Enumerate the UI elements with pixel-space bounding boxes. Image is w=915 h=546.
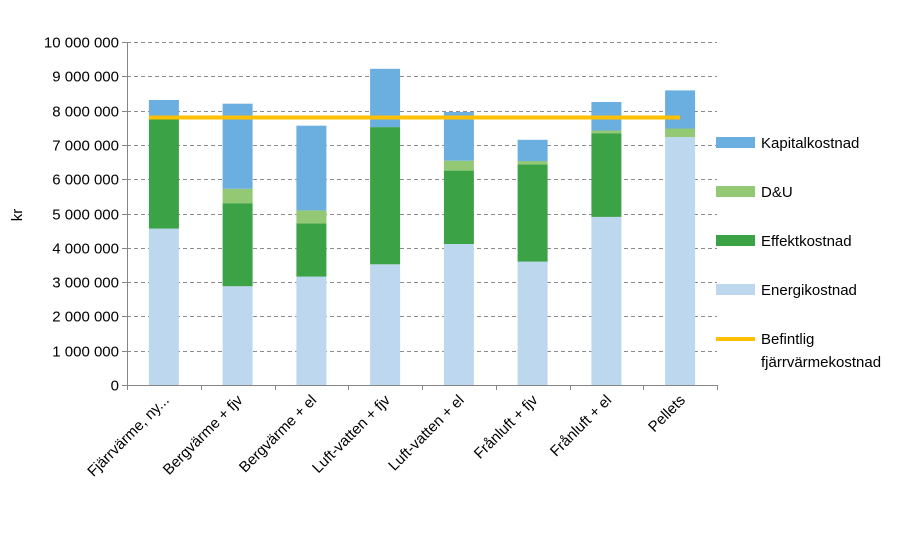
bar-segment-du xyxy=(443,160,474,171)
y-tick-label: 7 000 000 xyxy=(52,138,119,155)
bar-segment-effektkostnad xyxy=(591,133,622,217)
bar-segment-du xyxy=(222,188,253,204)
bar-segment-energikostnad xyxy=(665,137,696,385)
legend: Kapitalkostnad D&U Effektkostnad Energikost… xyxy=(716,135,881,371)
y-tick-label: 4 000 000 xyxy=(52,241,119,258)
y-tick-label: 1 000 000 xyxy=(52,344,119,361)
x-tick-label: Pellets xyxy=(645,392,689,436)
legend-label: Befintlig xyxy=(761,331,814,348)
bar-segment-effektkostnad xyxy=(148,118,179,229)
y-axis-label: kr xyxy=(9,209,26,222)
bar-segment-du xyxy=(517,161,548,165)
legend-swatch xyxy=(716,235,755,246)
bar-segment-kapitalkostnad xyxy=(443,112,474,161)
bar-segment-energikostnad xyxy=(591,216,622,385)
bar-segment-energikostnad xyxy=(296,276,327,385)
y-tick-label: 2 000 000 xyxy=(52,309,119,326)
y-tick-label: 10 000 000 xyxy=(44,35,119,52)
bar-segment-energikostnad xyxy=(517,261,548,385)
bar-segment-effektkostnad xyxy=(222,203,253,287)
bar-segment-effektkostnad xyxy=(443,170,474,244)
bar-segment-effektkostnad xyxy=(296,223,327,277)
gridlines xyxy=(127,42,717,352)
bar-segment-du xyxy=(591,130,622,134)
bar-segment-energikostnad xyxy=(148,228,179,385)
legend-swatch xyxy=(716,284,755,295)
legend-label: Kapitalkostnad xyxy=(761,135,859,152)
bar-segment-kapitalkostnad xyxy=(148,100,179,119)
y-tick-label: 8 000 000 xyxy=(52,104,119,121)
bar-segment-energikostnad xyxy=(443,244,474,385)
legend-label: fjärrvärmekostnad xyxy=(761,354,881,371)
x-tick-label: Frånluft + el xyxy=(547,392,615,460)
y-tick-label: 5 000 000 xyxy=(52,207,119,224)
bar-segment-kapitalkostnad xyxy=(665,90,696,129)
y-tick-label: 3 000 000 xyxy=(52,275,119,292)
legend-label: Effektkostnad xyxy=(761,233,852,250)
legend-label: Energikostnad xyxy=(761,282,857,299)
x-tick-label: Bergvärme + el xyxy=(236,392,320,476)
x-tick-label: Frånluft + fjv xyxy=(471,391,542,462)
y-tick-label: 6 000 000 xyxy=(52,172,119,189)
legend-swatch xyxy=(716,137,755,148)
legend-swatch xyxy=(716,186,755,197)
x-tick-label: Luft-vatten + fjv xyxy=(309,391,394,476)
y-tick-label: 9 000 000 xyxy=(52,69,119,86)
x-tick-label: Luft-vatten + el xyxy=(385,392,467,474)
axes xyxy=(122,42,718,390)
bar-segment-du xyxy=(665,128,696,137)
bar-segment-effektkostnad xyxy=(517,164,548,262)
bar-segment-effektkostnad xyxy=(370,127,401,265)
bar-segment-energikostnad xyxy=(370,264,401,385)
bar-segment-energikostnad xyxy=(222,286,253,385)
bar-segment-kapitalkostnad xyxy=(296,125,327,211)
x-tick-label: Bergvärme + fjv xyxy=(160,391,247,478)
legend-label: D&U xyxy=(761,184,793,201)
bar-segment-kapitalkostnad xyxy=(517,139,548,162)
y-tick-label: 0 xyxy=(111,378,119,395)
bars xyxy=(148,68,696,385)
bar-segment-du xyxy=(296,210,327,224)
